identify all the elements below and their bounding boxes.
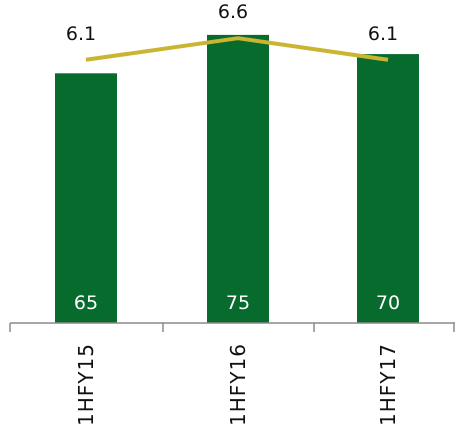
bar-1HFY16 — [207, 34, 269, 323]
bar-value-label-1HFY16: 75 — [226, 292, 250, 314]
line-value-label-1HFY16: 6.6 — [218, 1, 248, 23]
bar-series — [55, 34, 419, 324]
bar-1HFY15 — [55, 73, 117, 324]
x-tick-label-1HFY17: 1HFY17 — [376, 343, 400, 426]
line-value-label-1HFY17: 6.1 — [368, 23, 398, 45]
x-tick-labels: 1HFY15 1HFY16 1HFY17 — [74, 343, 400, 426]
bar-value-label-1HFY15: 65 — [74, 292, 98, 314]
line-value-label-1HFY15: 6.1 — [66, 23, 96, 45]
line-series-path — [85, 36, 389, 62]
line-series — [85, 36, 389, 62]
x-axis — [9, 322, 455, 332]
x-tick-label-1HFY15: 1HFY15 — [74, 343, 98, 426]
bar-1HFY17 — [357, 54, 419, 323]
bar-value-label-1HFY17: 70 — [376, 292, 400, 314]
bar-data-labels: 65 75 70 — [74, 292, 400, 314]
line-data-labels: 6.1 6.6 6.1 — [66, 1, 398, 45]
x-tick-label-1HFY16: 1HFY16 — [226, 343, 250, 426]
